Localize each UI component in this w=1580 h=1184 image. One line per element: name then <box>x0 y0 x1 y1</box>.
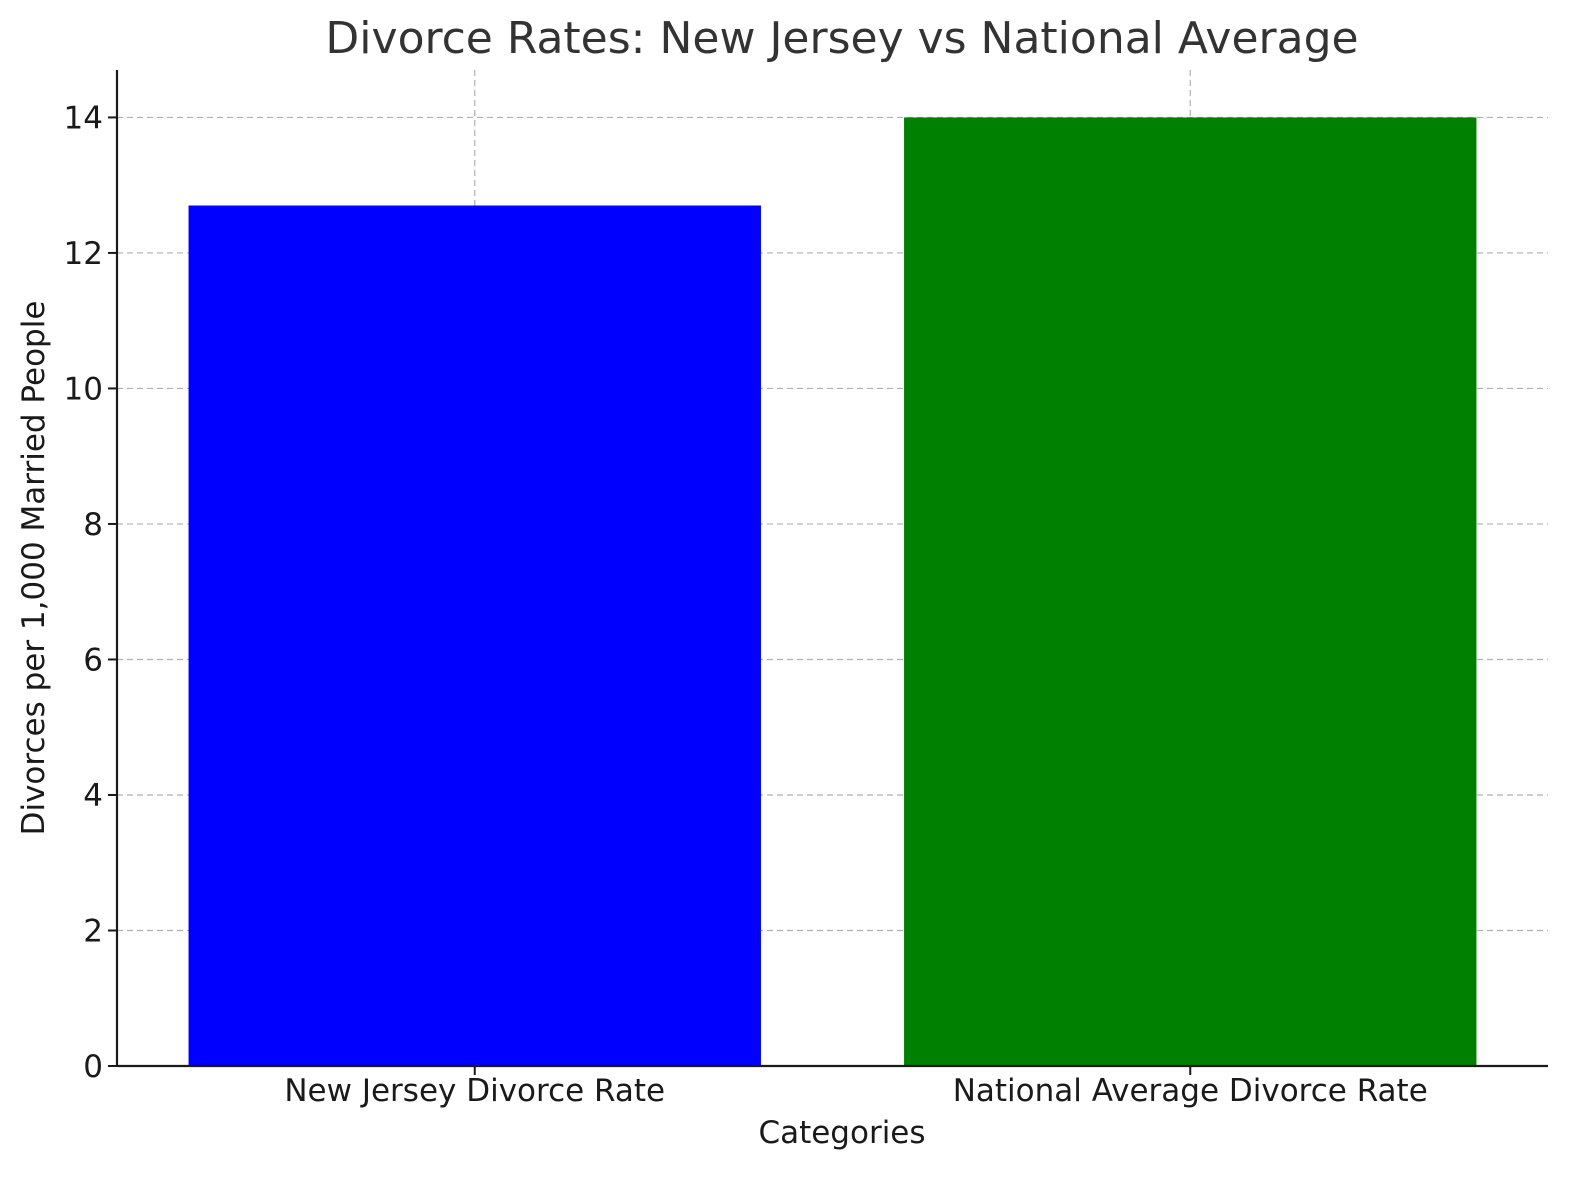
x-tick-label: National Average Divorce Rate <box>953 1073 1428 1109</box>
y-tick-label: 6 <box>83 642 103 678</box>
y-tick-label: 0 <box>83 1049 103 1085</box>
chart-title: Divorce Rates: New Jersey vs National Av… <box>325 13 1358 64</box>
y-tick-label: 14 <box>64 100 103 136</box>
y-tick-label: 10 <box>64 371 103 407</box>
x-axis-label: Categories <box>758 1115 925 1151</box>
y-tick-label: 12 <box>64 236 103 272</box>
y-tick-label: 2 <box>83 913 103 949</box>
bar-national-average-divorce-rate <box>904 117 1477 1066</box>
bar-layer <box>188 117 1477 1067</box>
bar-new-jersey-divorce-rate <box>188 205 761 1067</box>
y-tick-label: 4 <box>83 778 103 814</box>
x-tick-label: New Jersey Divorce Rate <box>284 1073 665 1109</box>
x-tick-layer: New Jersey Divorce Rate National Average … <box>284 1066 1428 1109</box>
y-tick-layer: 0 2 4 6 8 10 12 14 <box>64 100 117 1085</box>
y-tick-label: 8 <box>83 507 103 543</box>
axis-layer <box>115 70 1548 1068</box>
y-axis-label: Divorces per 1,000 Married People <box>16 301 52 836</box>
